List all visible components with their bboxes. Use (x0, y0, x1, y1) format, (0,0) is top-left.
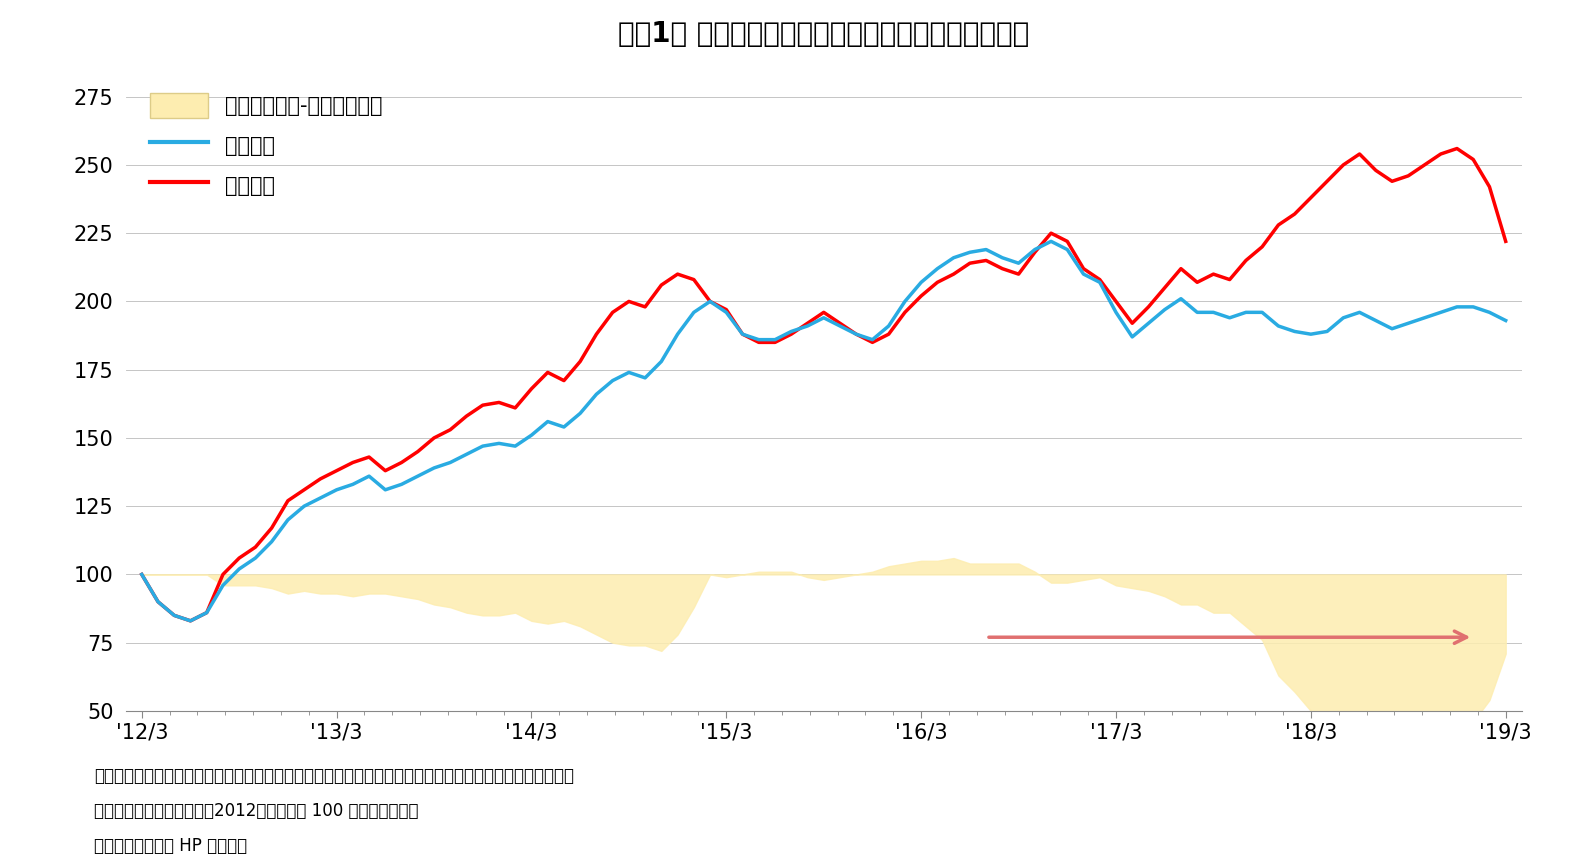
Title: 『図1』 ラッセル野村スタイル・インデックスの推移: 『図1』 ラッセル野村スタイル・インデックスの推移 (618, 20, 1029, 48)
Text: （注）バリュー：トータル・マーケット・バリュー指数、グロース：トータル・マーケット・グロース指数: （注）バリュー：トータル・マーケット・バリュー指数、グロース：トータル・マーケッ… (94, 767, 574, 786)
Text: （資料）野村証券 HP より作成: （資料）野村証券 HP より作成 (94, 837, 248, 855)
Legend: 「バリュー」-「グロース」, バリュー, グロース: 「バリュー」-「グロース」, バリュー, グロース (151, 93, 383, 198)
Text: 全て配当込み指数、2012年３月末を 100 として基準化。: 全て配当込み指数、2012年３月末を 100 として基準化。 (94, 802, 419, 820)
